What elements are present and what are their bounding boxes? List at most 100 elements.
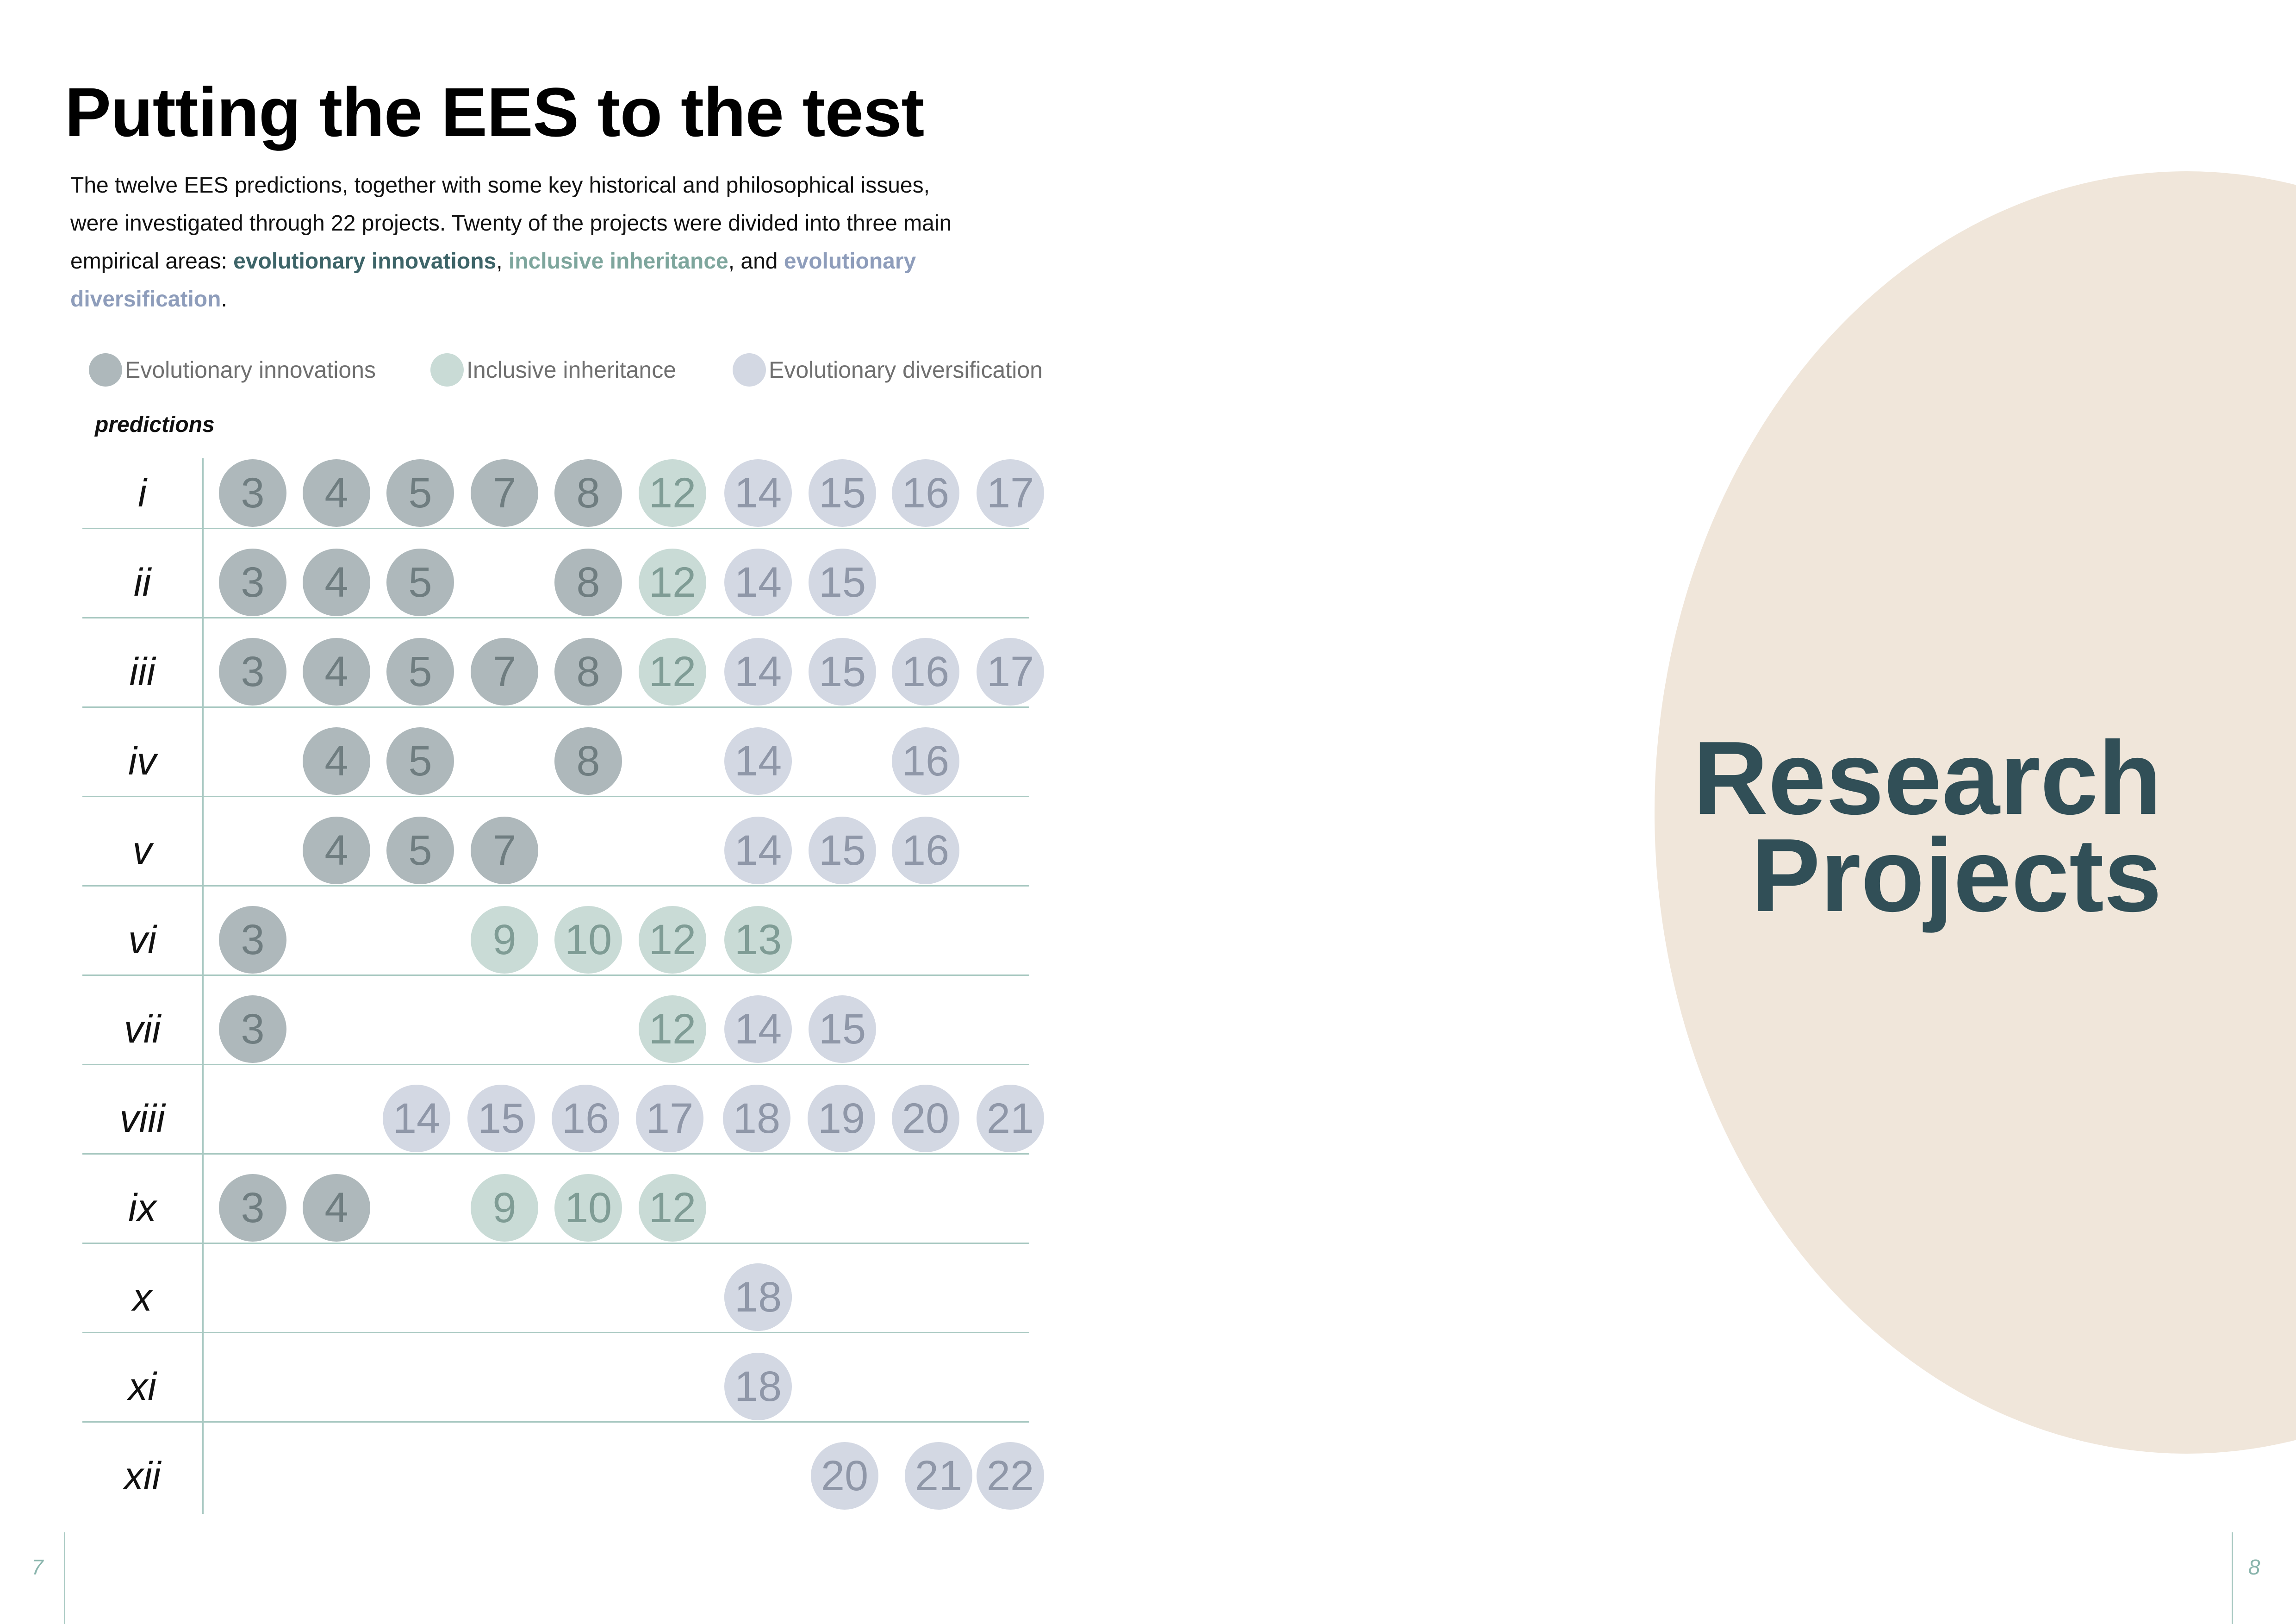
project-circle: 5 (386, 638, 454, 706)
project-circle: 18 (724, 1263, 792, 1331)
project-circle: 5 (386, 549, 454, 616)
project-circle: 8 (554, 549, 622, 616)
project-circle: 16 (892, 727, 959, 795)
project-circle: 16 (892, 459, 959, 527)
project-circle: 16 (552, 1085, 619, 1152)
project-circle: 5 (386, 727, 454, 795)
project-circle: 7 (471, 817, 538, 884)
prediction-label: viii (119, 1097, 165, 1140)
legend-label: Evolutionary innovations (125, 357, 376, 383)
row-divider (82, 706, 1029, 708)
section-title-line: Research (1692, 719, 2162, 836)
project-circle: 15 (809, 817, 876, 884)
project-circle: 20 (892, 1085, 959, 1152)
project-circle: 4 (303, 638, 370, 706)
prediction-label: xii (124, 1454, 161, 1498)
grid-vertical-rule (202, 458, 204, 1514)
intro-separator: , (496, 249, 509, 274)
project-circle: 3 (219, 638, 286, 706)
project-circle: 15 (809, 995, 876, 1063)
project-circle: 12 (639, 1174, 706, 1242)
project-circle: 8 (554, 638, 622, 706)
project-circle: 14 (724, 995, 792, 1063)
row-divider (82, 617, 1029, 618)
project-circle: 17 (636, 1085, 703, 1152)
project-circle: 16 (892, 638, 959, 706)
row-divider (82, 1243, 1029, 1244)
prediction-label: iii (129, 650, 156, 693)
prediction-label: x (132, 1275, 152, 1319)
row-divider (82, 1332, 1029, 1333)
project-circle: 4 (303, 817, 370, 884)
project-circle: 20 (811, 1442, 878, 1510)
project-circle: 12 (639, 906, 706, 974)
project-circle: 3 (219, 906, 286, 974)
project-circle: 5 (386, 459, 454, 527)
legend-item-inheritance: Inclusive inheritance (430, 353, 676, 387)
row-divider (82, 974, 1029, 976)
project-circle: 4 (303, 459, 370, 527)
page-rule-left (64, 1532, 65, 1624)
page-number-right: 8 (2248, 1555, 2260, 1579)
intro-paragraph: The twelve EES predictions, together wit… (70, 167, 977, 319)
project-circle: 9 (471, 1174, 538, 1242)
project-circle: 22 (977, 1442, 1044, 1510)
project-circle: 15 (809, 549, 876, 616)
prediction-label: vi (128, 918, 156, 962)
project-circle: 8 (554, 727, 622, 795)
intro-lead: The twelve EES predictions, together wit… (70, 173, 952, 274)
predictions-label: predictions (95, 412, 215, 437)
intro-separator: , and (728, 249, 784, 274)
page-number-left: 7 (31, 1555, 44, 1579)
project-circle: 21 (977, 1085, 1044, 1152)
section-title-line: Projects (1751, 817, 2162, 933)
legend-item-diversification: Evolutionary diversification (733, 353, 1043, 387)
project-circle: 10 (554, 906, 622, 974)
project-circle: 21 (905, 1442, 972, 1510)
project-circle: 5 (386, 817, 454, 884)
legend-dot-innovations (89, 353, 122, 387)
project-circle: 14 (724, 549, 792, 616)
prediction-label: i (138, 471, 147, 515)
prediction-label: xi (128, 1365, 156, 1408)
project-circle: 7 (471, 459, 538, 527)
legend-item-innovations: Evolutionary innovations (89, 353, 376, 387)
project-circle: 17 (977, 638, 1044, 706)
prediction-label: iv (128, 739, 156, 783)
legend-label: Inclusive inheritance (467, 357, 677, 383)
project-circle: 10 (554, 1174, 622, 1242)
project-circle: 4 (303, 1174, 370, 1242)
keyword-inheritance: inclusive inheritance (508, 249, 728, 274)
project-circle: 15 (809, 459, 876, 527)
project-circle: 4 (303, 549, 370, 616)
project-circle: 18 (723, 1085, 790, 1152)
project-circle: 14 (383, 1085, 450, 1152)
project-circle: 16 (892, 817, 959, 884)
project-circle: 3 (219, 459, 286, 527)
project-circle: 12 (639, 995, 706, 1063)
project-circle: 13 (724, 906, 792, 974)
page-rule-right (2232, 1532, 2233, 1624)
legend-dot-inheritance (430, 353, 464, 387)
prediction-label: v (132, 829, 152, 872)
project-circle: 12 (639, 638, 706, 706)
project-circle: 17 (977, 459, 1044, 527)
row-divider (82, 885, 1029, 887)
keyword-innovations: evolutionary innovations (233, 249, 497, 274)
project-circle: 12 (639, 459, 706, 527)
row-divider (82, 1153, 1029, 1155)
intro-end: . (221, 287, 227, 312)
keyword-diversification: evolutionary diversification (70, 249, 916, 312)
prediction-label: ii (133, 561, 151, 604)
project-circle: 9 (471, 906, 538, 974)
prediction-label: vii (124, 1007, 161, 1051)
project-circle: 7 (471, 638, 538, 706)
project-circle: 14 (724, 638, 792, 706)
project-circle: 3 (219, 995, 286, 1063)
project-circle: 14 (724, 817, 792, 884)
project-circle: 15 (809, 638, 876, 706)
row-divider (82, 528, 1029, 529)
project-circle: 14 (724, 727, 792, 795)
project-circle: 3 (219, 549, 286, 616)
project-circle: 19 (808, 1085, 875, 1152)
